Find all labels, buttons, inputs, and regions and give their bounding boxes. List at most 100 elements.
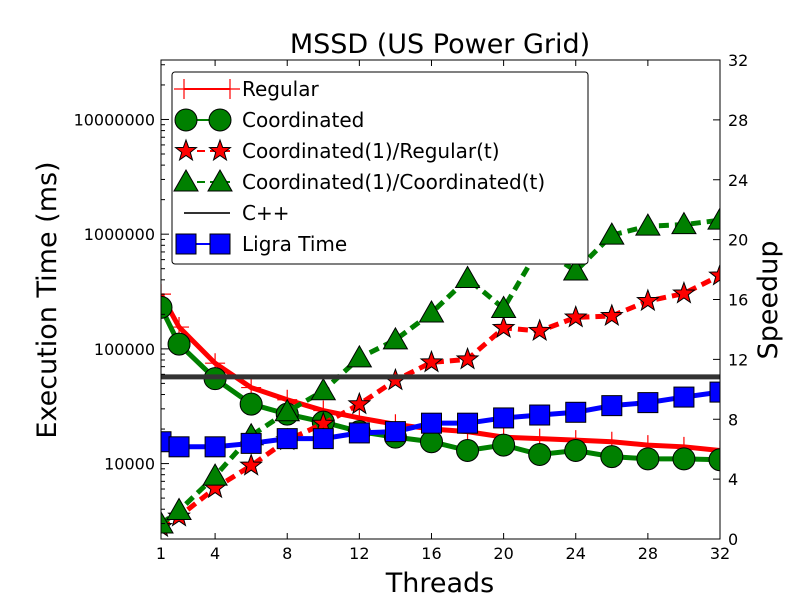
legend-label: Ligra Time bbox=[242, 232, 347, 256]
data-point bbox=[310, 377, 337, 401]
data-point bbox=[382, 326, 409, 350]
data-point bbox=[202, 463, 228, 486]
legend-marker bbox=[207, 168, 233, 192]
y-right-tick-label: 16 bbox=[728, 291, 748, 310]
data-point bbox=[420, 412, 442, 434]
data-point bbox=[419, 349, 444, 373]
data-point bbox=[204, 436, 226, 458]
data-point bbox=[672, 281, 696, 304]
data-point bbox=[528, 442, 552, 466]
data-point bbox=[490, 295, 517, 318]
series-layer bbox=[161, 207, 720, 538]
data-point bbox=[312, 428, 334, 450]
legend-marker bbox=[220, 79, 240, 99]
data-point bbox=[455, 346, 480, 370]
axis-ticks: 1 4 8 12 16 20 24 28 32 10000 100000 1000000 1000000… bbox=[74, 51, 749, 563]
data-point bbox=[456, 439, 480, 463]
data-point bbox=[637, 392, 659, 414]
data-point bbox=[563, 304, 588, 328]
data-point bbox=[636, 288, 660, 312]
legend-item: C++ bbox=[184, 201, 289, 225]
data-point bbox=[636, 447, 660, 471]
y-left-tick-label: 10000 bbox=[104, 455, 155, 474]
data-point bbox=[599, 303, 624, 327]
series-line bbox=[161, 217, 720, 527]
data-point bbox=[161, 511, 174, 534]
legend-marker bbox=[174, 79, 194, 99]
y-right-tick-label: 28 bbox=[728, 111, 748, 130]
legend-label: Coordinated(1)/Regular(t) bbox=[242, 139, 500, 163]
data-point bbox=[565, 401, 587, 423]
data-point bbox=[346, 344, 373, 368]
series-coordinated-1-coordinated-t bbox=[161, 207, 720, 534]
x-tick-label: 24 bbox=[566, 544, 586, 563]
legend-item: Regular bbox=[174, 77, 319, 101]
legend-label: C++ bbox=[242, 201, 289, 225]
y-left-tick-label: 1000000 bbox=[84, 225, 155, 244]
data-point bbox=[276, 428, 298, 450]
data-point bbox=[707, 207, 720, 230]
data-point bbox=[672, 447, 696, 471]
chart-title: MSSD (US Power Grid) bbox=[290, 29, 590, 60]
legend-label: Coordinated bbox=[242, 108, 364, 132]
series-regular bbox=[161, 284, 720, 461]
data-point bbox=[240, 432, 262, 454]
data-point bbox=[671, 211, 697, 235]
data-point bbox=[347, 391, 372, 415]
x-tick-label: 32 bbox=[710, 544, 730, 563]
legend-marker bbox=[175, 233, 197, 255]
data-point bbox=[527, 318, 552, 342]
data-point bbox=[419, 430, 443, 454]
data-point bbox=[274, 398, 301, 422]
data-point bbox=[161, 295, 173, 319]
legend-item: Coordinated(1)/Regular(t) bbox=[174, 138, 500, 163]
y-left-axis-label: Execution Time (ms) bbox=[32, 161, 63, 438]
x-tick-label: 1 bbox=[156, 544, 166, 563]
x-tick-label: 8 bbox=[282, 544, 292, 563]
data-point bbox=[454, 265, 481, 289]
legend-item: Ligra Time bbox=[175, 232, 347, 256]
data-point bbox=[562, 258, 589, 281]
legend-label: Regular bbox=[242, 77, 319, 101]
data-point bbox=[239, 453, 264, 476]
x-tick-label: 4 bbox=[210, 544, 220, 563]
data-point bbox=[600, 445, 624, 469]
data-point bbox=[491, 315, 516, 339]
legend-item: Coordinated bbox=[174, 108, 364, 132]
legend-marker bbox=[208, 108, 232, 132]
x-tick-label: 20 bbox=[493, 544, 513, 563]
data-point bbox=[529, 404, 551, 426]
data-point bbox=[348, 422, 370, 444]
legend-marker bbox=[174, 108, 198, 132]
x-axis-label: Threads bbox=[385, 568, 494, 599]
x-tick-label: 12 bbox=[349, 544, 369, 563]
legend-marker bbox=[173, 168, 199, 192]
data-point bbox=[708, 263, 720, 286]
y-left-tick-label: 100000 bbox=[94, 340, 155, 359]
y-right-tick-label: 12 bbox=[728, 350, 748, 369]
data-point bbox=[601, 395, 623, 417]
y-right-tick-label: 20 bbox=[728, 231, 748, 250]
y-right-tick-label: 32 bbox=[728, 51, 748, 70]
y-right-tick-label: 4 bbox=[728, 470, 738, 489]
data-point bbox=[492, 433, 516, 457]
data-point bbox=[635, 213, 661, 236]
data-point bbox=[418, 299, 445, 323]
y-right-tick-label: 8 bbox=[728, 410, 738, 429]
data-point bbox=[161, 284, 171, 305]
data-point bbox=[384, 421, 406, 443]
y-left-tick-label: 10000000 bbox=[74, 110, 155, 129]
y-right-tick-label: 0 bbox=[728, 530, 738, 549]
y-right-axis-label: Speedup bbox=[753, 241, 784, 360]
y-right-tick-label: 24 bbox=[728, 171, 748, 190]
legend-marker bbox=[208, 138, 232, 162]
data-point bbox=[708, 448, 720, 472]
data-point bbox=[564, 439, 588, 463]
data-point bbox=[673, 386, 695, 408]
legend-item: Coordinated(1)/Coordinated(t) bbox=[173, 168, 545, 194]
series-ligra-time bbox=[161, 381, 720, 458]
data-point bbox=[166, 497, 192, 521]
x-tick-label: 16 bbox=[421, 544, 441, 563]
legend: Regular Coordinated Coordinated(1)/Regular… bbox=[171, 71, 589, 265]
